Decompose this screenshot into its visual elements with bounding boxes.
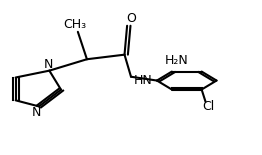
Text: CH₃: CH₃ xyxy=(64,18,87,31)
Text: HN: HN xyxy=(134,74,153,87)
Text: O: O xyxy=(126,12,136,25)
Text: N: N xyxy=(43,58,53,71)
Text: Cl: Cl xyxy=(202,100,214,113)
Text: H₂N: H₂N xyxy=(165,54,189,67)
Text: N: N xyxy=(32,106,41,119)
